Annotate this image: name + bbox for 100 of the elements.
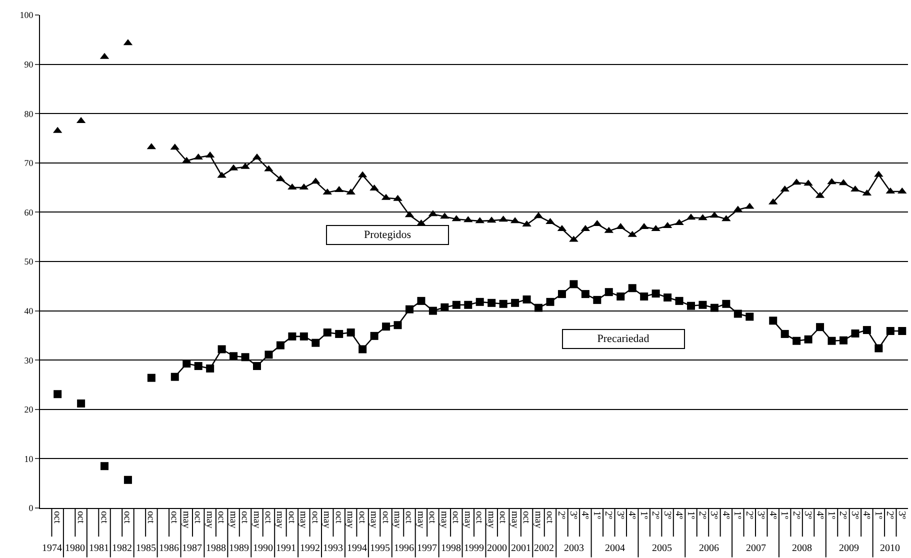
text: 1988 [206,543,226,554]
x-tick-label: oct [122,511,133,524]
x-tick-label: oct [98,511,110,524]
text: 1991 [276,543,296,554]
x-tick-label: oct [520,511,532,524]
x-tick-label: oct [216,511,227,524]
x-tick-label: oct [51,511,62,524]
text: 1987 [182,543,202,554]
x-tick-label: 4º [626,511,638,520]
y-tick-label: 0 [28,503,34,514]
text: 2006 [699,543,719,554]
x-tick-label: 3º [802,511,814,520]
x-tick-label: 3º [567,511,578,520]
x-tick-label: 3º [755,511,766,520]
x-tick-label: may [414,511,426,528]
text: 1993 [323,543,343,554]
x-tick-label: 1º [826,511,837,520]
x-tick-label: may [321,511,332,528]
text: 1990 [253,543,273,554]
x-tick-label: oct [497,511,508,524]
y-tick-label: 40 [24,306,34,316]
y-tick-label: 10 [24,454,34,464]
x-tick-label: oct [74,511,86,524]
text: 1985 [136,543,156,554]
x-tick-label: 2º [696,511,708,520]
x-tick-label: 1º [590,511,602,520]
x-tick-label: oct [286,511,297,524]
text: 2002 [534,543,554,554]
x-tick-label: 4º [673,511,684,520]
x-tick-label: 1º [872,511,884,520]
x-tick-label: 2º [884,511,896,520]
y-tick-label: 30 [24,355,34,366]
x-tick-label: oct [450,511,462,524]
text: 2003 [564,543,584,554]
text: 1980 [65,543,85,554]
x-tick-label: oct [332,511,344,524]
x-tick-label: 1º [684,511,696,520]
x-tick-label: oct [309,511,320,524]
x-tick-label: may [274,511,286,528]
text: 1974 [42,543,62,554]
x-tick-label: 2º [602,511,614,520]
y-tick-label: 90 [24,59,34,70]
y-tick-label: 100 [20,10,34,20]
x-tick-label: may [462,511,473,528]
x-tick-label: oct [192,511,204,524]
x-tick-label: oct [168,511,180,524]
x-tick-label: 4º [579,511,590,520]
x-tick-label: may [227,511,238,528]
x-tick-label: oct [426,511,438,524]
x-tick-label: may [438,511,450,528]
text: 2008 [792,543,812,554]
text: 1998 [441,543,461,554]
text: 1996 [394,543,414,554]
text: 1995 [370,543,390,554]
text: 2007 [746,543,766,554]
x-tick-label: oct [145,511,156,524]
x-tick-label: oct [239,511,250,524]
text: 2001 [511,543,531,554]
x-tick-label: may [204,511,215,528]
x-tick-label: 2º [743,511,754,520]
x-tick-label: oct [380,511,391,524]
text: 1986 [159,543,179,554]
x-tick-label: 2º [556,511,567,520]
text: 1992 [300,543,320,554]
x-tick-label: 2º [790,511,802,520]
x-tick-label: 4º [720,511,731,520]
series-label: Protegidos [364,229,412,241]
y-tick-label: 70 [24,158,34,168]
x-tick-label: may [368,511,380,528]
text: 2010 [880,543,900,554]
x-tick-label: may [250,511,262,528]
x-tick-label: 3º [614,511,626,520]
x-tick-label: 1º [778,511,790,520]
x-tick-label: 4º [814,511,825,520]
y-tick-label: 20 [24,404,34,415]
y-tick-label: 80 [24,108,34,119]
x-tick-label: 3º [661,511,672,520]
x-tick-label: 1º [732,511,743,520]
text: Precariedad [597,333,650,345]
x-tick-label: 4º [860,511,872,520]
x-tick-label: 3º [896,511,907,520]
x-tick-label: 3º [848,511,860,520]
x-tick-label: may [344,511,356,528]
x-tick-label: may [508,511,520,528]
x-tick-label: oct [544,511,555,524]
y-tick-label: 50 [24,256,34,267]
text: 1981 [89,543,109,554]
x-tick-label: 2º [837,511,848,520]
y-tick-label: 60 [24,207,34,218]
text: 1989 [229,543,249,554]
x-tick-label: oct [356,511,368,524]
text: 1997 [417,543,437,554]
x-tick-label: oct [474,511,485,524]
text: 1994 [347,543,367,554]
x-tick-label: may [298,511,309,528]
x-tick-label: 1º [638,511,649,520]
x-tick-label: oct [262,511,274,524]
text: 2005 [652,543,672,554]
x-tick-label: may [532,511,544,528]
x-tick-label: may [485,511,496,528]
